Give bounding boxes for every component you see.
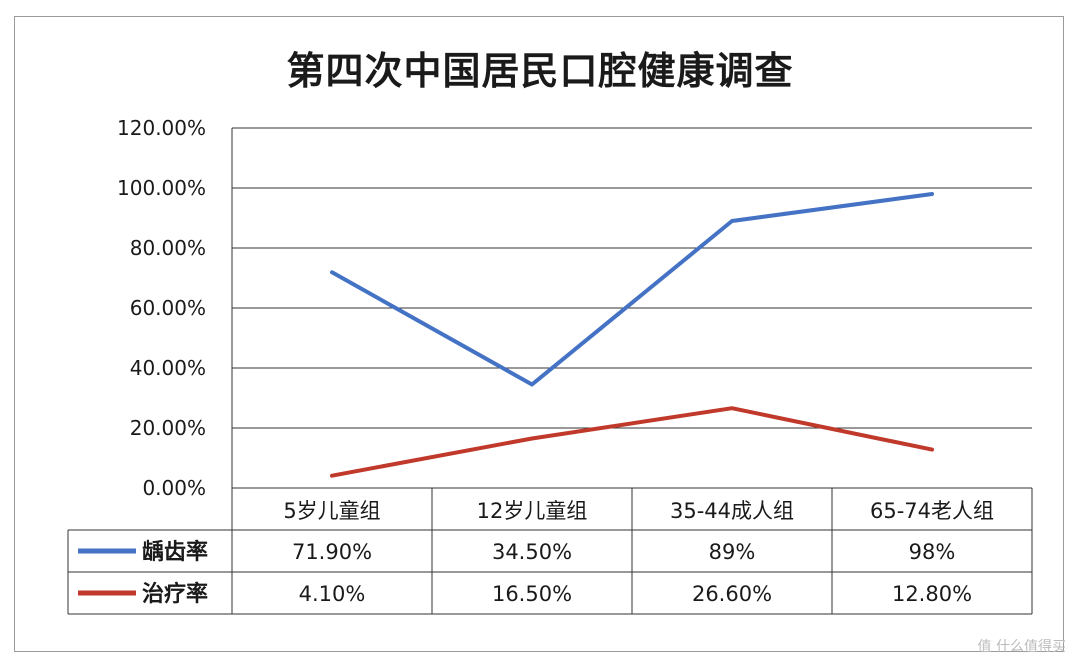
y-tick-label: 80.00% <box>130 236 206 260</box>
watermark: 值 什么值得买 <box>977 639 1066 655</box>
series-line <box>330 192 934 387</box>
y-tick-label: 0.00% <box>142 476 206 500</box>
series-line <box>330 406 934 478</box>
data-label: 98% <box>909 540 956 564</box>
data-label: 34.50% <box>492 540 572 564</box>
series-lines <box>330 192 934 478</box>
y-tick-label: 60.00% <box>130 296 206 320</box>
legend-label: 治疗率 <box>142 581 208 607</box>
y-tick-label: 20.00% <box>130 416 206 440</box>
data-label: 16.50% <box>492 582 572 606</box>
y-tick-label: 100.00% <box>117 176 206 200</box>
y-tick-label: 120.00% <box>117 116 206 140</box>
data-label: 71.90% <box>292 540 372 564</box>
x-category-label: 12岁儿童组 <box>477 499 588 523</box>
data-label: 89% <box>709 540 756 564</box>
chart-frame <box>14 16 1064 652</box>
legend-label: 龋齿率 <box>142 539 208 565</box>
x-category-label: 35-44成人组 <box>670 499 794 523</box>
data-label: 4.10% <box>299 582 366 606</box>
data-label: 26.60% <box>692 582 772 606</box>
x-category-label: 65-74老人组 <box>870 499 994 523</box>
data-label: 12.80% <box>892 582 972 606</box>
gridlines <box>231 127 1032 489</box>
y-axis-ticks: 0.00% 20.00% 40.00% 60.00% 80.00% 100.00% 120.… <box>117 116 206 500</box>
x-category-label: 5岁儿童组 <box>283 499 380 523</box>
y-tick-label: 40.00% <box>130 356 206 380</box>
chart-title: 第四次中国居民口腔健康调查 <box>286 49 794 93</box>
